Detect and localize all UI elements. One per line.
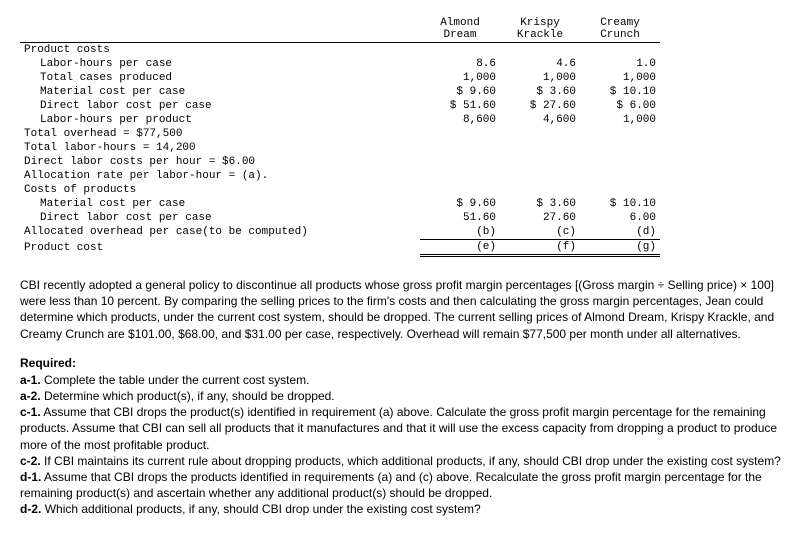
row-label: Allocated overhead per case(to be comput…: [20, 225, 420, 240]
cell: $ 6.00: [580, 99, 660, 113]
cell: $ 10.10: [580, 197, 660, 211]
cell: (c): [500, 225, 580, 240]
row-label: Direct labor cost per case: [20, 99, 420, 113]
cell: 27.60: [500, 211, 580, 225]
row-label: Total labor-hours = 14,200: [20, 141, 420, 155]
req-c1: c-1. Assume that CBI drops the product(s…: [20, 404, 788, 453]
section-costs-of-products: Costs of products: [20, 183, 420, 197]
req-a2: a-2. Determine which product(s), if any,…: [20, 388, 788, 404]
cell: 8.6: [420, 57, 500, 71]
row-label: Labor-hours per product: [20, 113, 420, 127]
row-label: Direct labor cost per case: [20, 211, 420, 225]
row-label: Material cost per case: [20, 85, 420, 99]
cell: 8,600: [420, 113, 500, 127]
row-label: Direct labor costs per hour = $6.00: [20, 155, 420, 169]
cell: (b): [420, 225, 500, 240]
policy-paragraph: CBI recently adopted a general policy to…: [20, 277, 788, 342]
cell: 1,000: [500, 71, 580, 85]
cell: 1,000: [420, 71, 500, 85]
cell: 1.0: [580, 57, 660, 71]
cell: $ 9.60: [420, 85, 500, 99]
row-label: Total overhead = $77,500: [20, 127, 420, 141]
cell: 4,600: [500, 113, 580, 127]
cost-table: AlmondDream KrispyKrackle CreamyCrunch P…: [20, 16, 660, 257]
row-label: Total cases produced: [20, 71, 420, 85]
required-heading: Required:: [20, 356, 788, 370]
col-header-3: CreamyCrunch: [580, 16, 660, 43]
cell: $ 51.60: [420, 99, 500, 113]
req-c2: c-2. If CBI maintains its current rule a…: [20, 453, 788, 469]
row-label: Allocation rate per labor-hour = (a).: [20, 169, 420, 183]
cell: 6.00: [580, 211, 660, 225]
col-header-1: AlmondDream: [420, 16, 500, 43]
cell: 1,000: [580, 113, 660, 127]
cell: 51.60: [420, 211, 500, 225]
row-label: Material cost per case: [20, 197, 420, 211]
cell: $ 27.60: [500, 99, 580, 113]
req-a1: a-1. Complete the table under the curren…: [20, 372, 788, 388]
req-d1: d-1. Assume that CBI drops the products …: [20, 469, 788, 501]
cell: $ 9.60: [420, 197, 500, 211]
cell: $ 3.60: [500, 85, 580, 99]
cell: $ 10.10: [580, 85, 660, 99]
row-label: Product cost: [20, 240, 420, 256]
cell: (e): [420, 240, 500, 256]
requirements-list: a-1. Complete the table under the curren…: [20, 372, 788, 518]
cell: 1,000: [580, 71, 660, 85]
cell: (d): [580, 225, 660, 240]
section-product-costs: Product costs: [20, 43, 420, 58]
cell: 4.6: [500, 57, 580, 71]
cell: (g): [580, 240, 660, 256]
req-d2: d-2. Which additional products, if any, …: [20, 501, 788, 517]
cell: (f): [500, 240, 580, 256]
row-label: Labor-hours per case: [20, 57, 420, 71]
col-header-2: KrispyKrackle: [500, 16, 580, 43]
cell: $ 3.60: [500, 197, 580, 211]
